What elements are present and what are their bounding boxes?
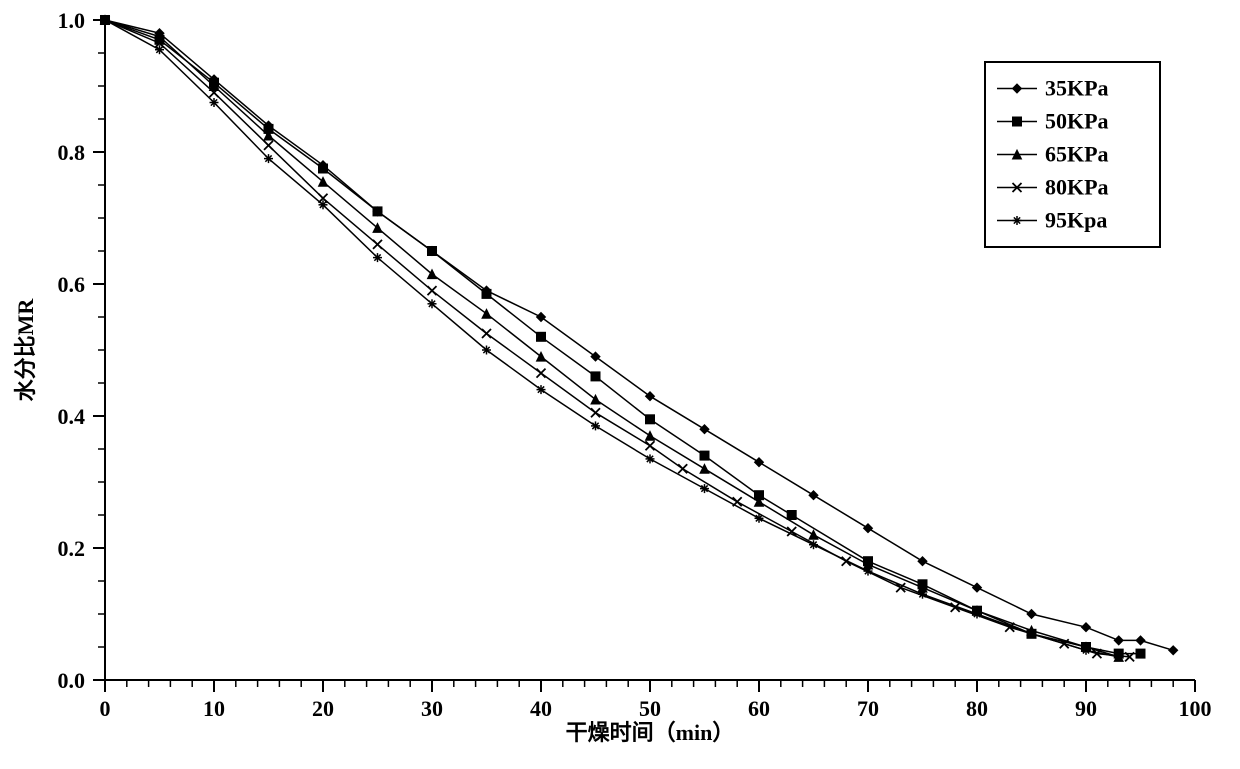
series-80KPa <box>101 16 1135 662</box>
x-tick-label: 100 <box>1179 696 1212 721</box>
x-tick-label: 20 <box>312 696 334 721</box>
marker-diamond <box>1169 646 1178 655</box>
marker-diamond <box>918 557 927 566</box>
x-tick-label: 40 <box>530 696 552 721</box>
series-line <box>105 20 1130 657</box>
marker-square <box>428 247 437 256</box>
legend-label: 65KPa <box>1045 142 1109 167</box>
x-tick-label: 30 <box>421 696 443 721</box>
marker-square <box>319 164 328 173</box>
drying-chart: 0 10 20 30 40 50 60 70 80 90 100 0.0 0.2 0.4 0.6 0.8 1.0… <box>0 0 1240 769</box>
marker-diamond <box>1136 636 1145 645</box>
marker-square <box>1013 117 1022 126</box>
marker-triangle <box>646 431 655 440</box>
y-axis-label: 水分比MR <box>13 298 38 402</box>
y-tick-label: 1.0 <box>58 8 86 33</box>
x-tick-label: 70 <box>857 696 879 721</box>
marker-diamond <box>1114 636 1123 645</box>
marker-triangle <box>700 464 709 473</box>
marker-square <box>646 415 655 424</box>
marker-triangle <box>809 530 818 539</box>
marker-square <box>373 207 382 216</box>
y-tick-label: 0.8 <box>58 140 86 165</box>
marker-square <box>482 289 491 298</box>
marker-diamond <box>1027 610 1036 619</box>
legend-label: 50KPa <box>1045 109 1109 134</box>
marker-diamond <box>973 583 982 592</box>
x-tick-label: 90 <box>1075 696 1097 721</box>
marker-square <box>1136 649 1145 658</box>
x-tick-label: 10 <box>203 696 225 721</box>
legend-label: 35KPa <box>1045 76 1109 101</box>
marker-diamond <box>864 524 873 533</box>
x-tick-label: 50 <box>639 696 661 721</box>
marker-square <box>591 372 600 381</box>
x-tick-label: 0 <box>100 696 111 721</box>
legend-label: 95Kpa <box>1045 208 1107 233</box>
x-tick-label: 60 <box>748 696 770 721</box>
marker-diamond <box>1082 623 1091 632</box>
marker-square <box>537 332 546 341</box>
marker-square <box>700 451 709 460</box>
legend-label: 80KPa <box>1045 175 1109 200</box>
marker-diamond <box>809 491 818 500</box>
y-tick-label: 0.4 <box>58 404 86 429</box>
marker-diamond <box>700 425 709 434</box>
x-axis-label: 干燥时间（min） <box>566 720 735 745</box>
marker-square <box>787 511 796 520</box>
y-tick-label: 0.0 <box>58 668 86 693</box>
x-tick-label: 80 <box>966 696 988 721</box>
y-tick-label: 0.6 <box>58 272 86 297</box>
y-tick-label: 0.2 <box>58 536 86 561</box>
marker-diamond <box>755 458 764 467</box>
chart-svg: 0 10 20 30 40 50 60 70 80 90 100 0.0 0.2 0.4 0.6 0.8 1.0… <box>0 0 1240 769</box>
